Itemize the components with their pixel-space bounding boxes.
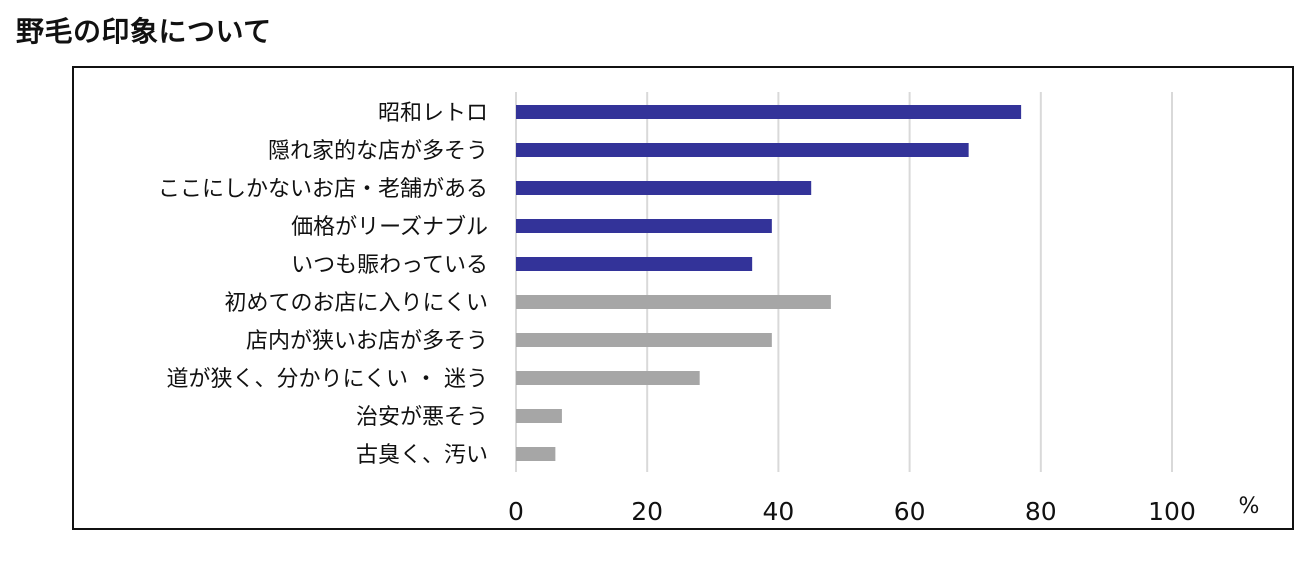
x-tick-label: 40 xyxy=(762,497,794,526)
bar-4 xyxy=(516,257,753,271)
x-tick-label: 60 xyxy=(894,497,926,526)
bar-3 xyxy=(516,219,772,233)
category-label: 初めてのお店に入りにくい xyxy=(224,291,488,316)
category-label: 店内が狭いお店が多そう xyxy=(246,329,488,354)
category-label: 治安が悪そう xyxy=(356,405,488,430)
bar-5 xyxy=(516,295,831,309)
bar-8 xyxy=(516,409,562,423)
bar-7 xyxy=(516,371,700,385)
category-label: 道が狭く、分かりにくい ・ 迷う xyxy=(166,367,488,392)
x-tick-labels: 0 20 40 60 80 100 xyxy=(508,497,1196,526)
x-tick-label: 80 xyxy=(1025,497,1057,526)
bar-9 xyxy=(516,447,556,461)
x-tick-label: 0 xyxy=(508,497,524,526)
page-title: 野毛の印象について xyxy=(16,15,272,48)
category-label: ここにしかないお店・老舗がある xyxy=(158,177,488,202)
category-label: 古臭く、汚い xyxy=(356,443,488,468)
x-tick-label: 100 xyxy=(1148,497,1196,526)
bar-1 xyxy=(516,143,969,157)
category-label: 価格がリーズナブル xyxy=(291,215,488,240)
x-unit-label: % xyxy=(1239,494,1260,519)
bar-2 xyxy=(516,181,812,195)
x-tick-label: 20 xyxy=(631,497,663,526)
category-label: いつも賑わっている xyxy=(291,253,488,278)
bar-0 xyxy=(516,105,1022,119)
category-labels: 昭和レトロ隠れ家的な店が多そうここにしかないお店・老舗がある価格がリーズナブルい… xyxy=(158,101,488,468)
category-label: 昭和レトロ xyxy=(378,101,488,126)
bar-6 xyxy=(516,333,772,347)
bars xyxy=(516,105,1022,461)
category-label: 隠れ家的な店が多そう xyxy=(268,139,488,164)
